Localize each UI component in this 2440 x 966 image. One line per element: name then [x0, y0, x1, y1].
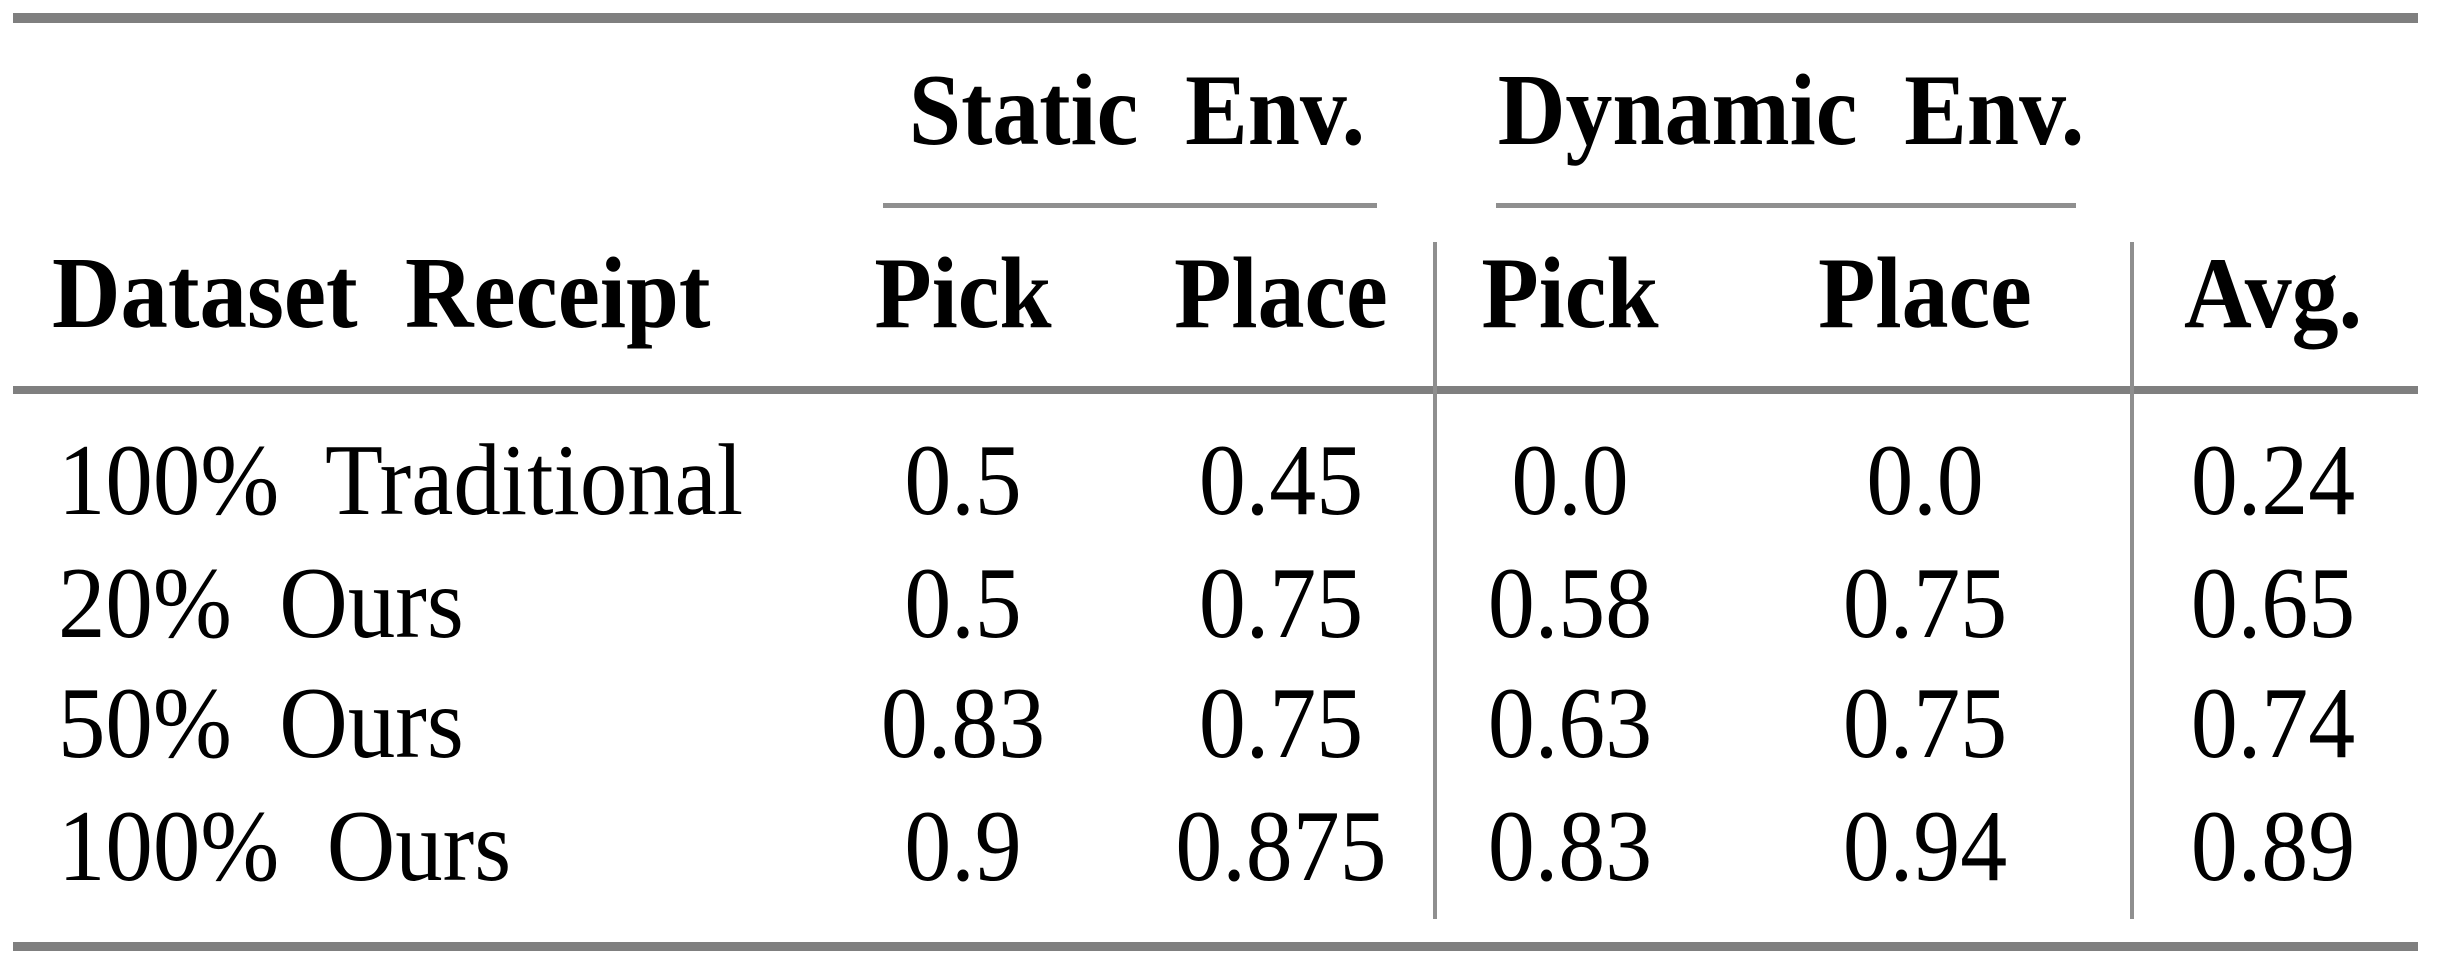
- value-avg: 0.65: [2190, 547, 2356, 660]
- vertical-separator-1: [1433, 242, 1437, 919]
- value-dynamic-pick: 0.58: [1487, 547, 1653, 660]
- header-static-place: Place: [1174, 237, 1388, 350]
- top-rule: [13, 13, 2418, 23]
- value-static-place: 0.875: [1175, 790, 1387, 903]
- row-label: 20% Ours: [58, 547, 464, 660]
- value-static-pick: 0.83: [880, 667, 1046, 780]
- dynamic-group-underline: [1496, 203, 2076, 208]
- value-dynamic-pick: 0.63: [1487, 667, 1653, 780]
- header-dynamic-pick: Pick: [1481, 237, 1659, 350]
- value-static-place: 0.75: [1198, 667, 1364, 780]
- header-dynamic-place: Place: [1818, 237, 2032, 350]
- value-dynamic-place: 0.75: [1842, 547, 2008, 660]
- bottom-rule: [13, 942, 2418, 951]
- value-static-place: 0.75: [1198, 547, 1364, 660]
- header-dataset-receipt: Dataset Receipt: [52, 237, 711, 350]
- row-label: 100% Traditional: [58, 424, 744, 537]
- value-dynamic-pick: 0.0: [1511, 424, 1629, 537]
- header-rule: [13, 386, 2418, 394]
- value-dynamic-place: 0.75: [1842, 667, 2008, 780]
- value-dynamic-pick: 0.83: [1487, 790, 1653, 903]
- value-avg: 0.74: [2190, 667, 2356, 780]
- value-static-pick: 0.5: [904, 424, 1022, 537]
- vertical-separator-2: [2130, 242, 2134, 919]
- column-group-dynamic: Dynamic Env.: [1497, 54, 2085, 167]
- value-static-pick: 0.9: [904, 790, 1022, 903]
- value-static-place: 0.45: [1198, 424, 1364, 537]
- column-group-static: Static Env.: [908, 54, 1366, 167]
- value-static-pick: 0.5: [904, 547, 1022, 660]
- static-group-underline: [883, 203, 1377, 208]
- header-avg: Avg.: [2183, 237, 2363, 350]
- header-static-pick: Pick: [874, 237, 1052, 350]
- value-avg: 0.24: [2190, 424, 2356, 537]
- row-label: 50% Ours: [58, 667, 464, 780]
- row-label: 100% Ours: [58, 790, 512, 903]
- value-avg: 0.89: [2190, 790, 2356, 903]
- value-dynamic-place: 0.0: [1866, 424, 1984, 537]
- value-dynamic-place: 0.94: [1842, 790, 2008, 903]
